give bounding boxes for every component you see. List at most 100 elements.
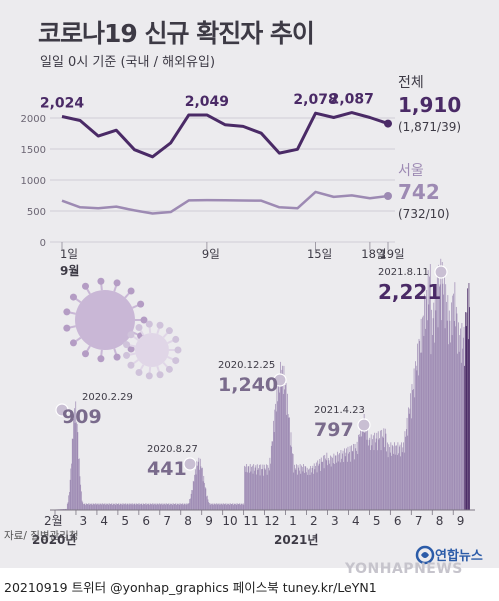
daily-bar [374,432,376,510]
daily-bar [446,301,447,510]
daily-bar [267,465,269,510]
daily-bar [416,370,418,510]
virus-spike-tip [123,351,131,359]
seoul-final-breakdown: (732/10) [398,207,450,221]
daily-bar [123,503,124,510]
virus-spike-tip [174,346,182,354]
daily-bar [186,504,188,510]
daily-bar [353,443,354,510]
daily-bar [318,465,319,510]
daily-bar [280,384,282,510]
daily-bar [130,503,131,510]
daily-bar [444,328,446,510]
daily-bar [337,451,338,510]
daily-bar [289,417,290,510]
daily-bar [301,467,303,510]
daily-bar [187,503,189,510]
daily-bar [159,504,161,510]
daily-bar [168,504,170,510]
daily-bar [105,503,107,510]
daily-bar [171,503,173,510]
daily-bar [414,397,416,510]
bar-x-tick-label: 2월 [44,514,63,528]
daily-bar [322,455,324,510]
virus-spike-tip [172,357,180,365]
daily-bar [239,504,241,510]
daily-bar [240,503,242,510]
year-label-2021: 2021년 [274,533,318,547]
daily-bar [353,459,355,510]
daily-bar [300,473,302,510]
daily-bar [266,464,267,510]
daily-bar [335,455,337,510]
daily-bar [133,503,135,510]
daily-bar [442,283,444,510]
daily-bar [237,503,238,510]
daily-bar [310,465,312,510]
daily-bar [293,472,295,510]
daily-bar [314,469,316,510]
virus-spike-tip [127,331,135,339]
daily-bar [321,461,323,510]
daily-bar [109,503,110,510]
daily-bar [277,379,279,510]
daily-bar [273,432,275,510]
daily-bar [372,439,373,510]
daily-bar [223,504,225,510]
daily-bar [453,293,454,510]
virus-spike-tip [63,308,71,316]
daily-bar [280,361,281,510]
daily-bar [182,503,184,510]
daily-bar [96,503,98,510]
daily-bar [437,327,439,510]
daily-bar [120,503,122,510]
logo-watermark: YONHAPNEWS [344,561,463,575]
daily-bar [413,368,415,510]
daily-bar [465,326,467,510]
daily-bar [264,468,266,510]
daily-bar [181,504,183,510]
daily-bar [225,503,226,510]
daily-bar [172,505,174,510]
daily-bar [254,470,255,510]
bar-x-tick-label: 5 [373,514,381,528]
daily-bar [226,503,228,510]
bar-x-tick-label: 9 [205,514,213,528]
daily-bar [292,454,294,510]
daily-bar [402,447,404,510]
daily-bar [435,310,437,510]
daily-bar [156,503,158,510]
daily-bar [114,504,115,510]
daily-bar [259,475,261,510]
daily-bar [457,353,459,510]
daily-bar [271,441,273,510]
daily-bar [400,456,402,510]
daily-bar [128,503,130,510]
daily-bar [399,444,401,510]
daily-bar [369,437,371,510]
daily-bar [317,460,319,510]
daily-bar [145,503,146,510]
daily-bar [151,504,153,510]
daily-bar [87,504,89,510]
daily-bar [330,466,332,510]
daily-bar [209,504,211,510]
daily-bar [451,335,453,510]
annotation-date: 2021.8.11 [378,267,429,278]
daily-bar [161,503,162,510]
daily-bar [296,474,298,510]
bar-x-tick-label: 9 [457,514,465,528]
daily-bar [234,504,236,510]
daily-bar [232,503,233,510]
daily-bar [275,403,276,510]
daily-bar [279,392,281,510]
daily-bar [462,337,464,510]
daily-bar [223,503,224,510]
daily-bar [140,504,141,510]
daily-bar [349,451,350,510]
daily-bar [438,264,440,510]
daily-bar [213,503,215,510]
daily-bar [330,455,331,510]
annotation-value: 1,240 [218,374,278,396]
virus-spike-tip [172,335,180,343]
